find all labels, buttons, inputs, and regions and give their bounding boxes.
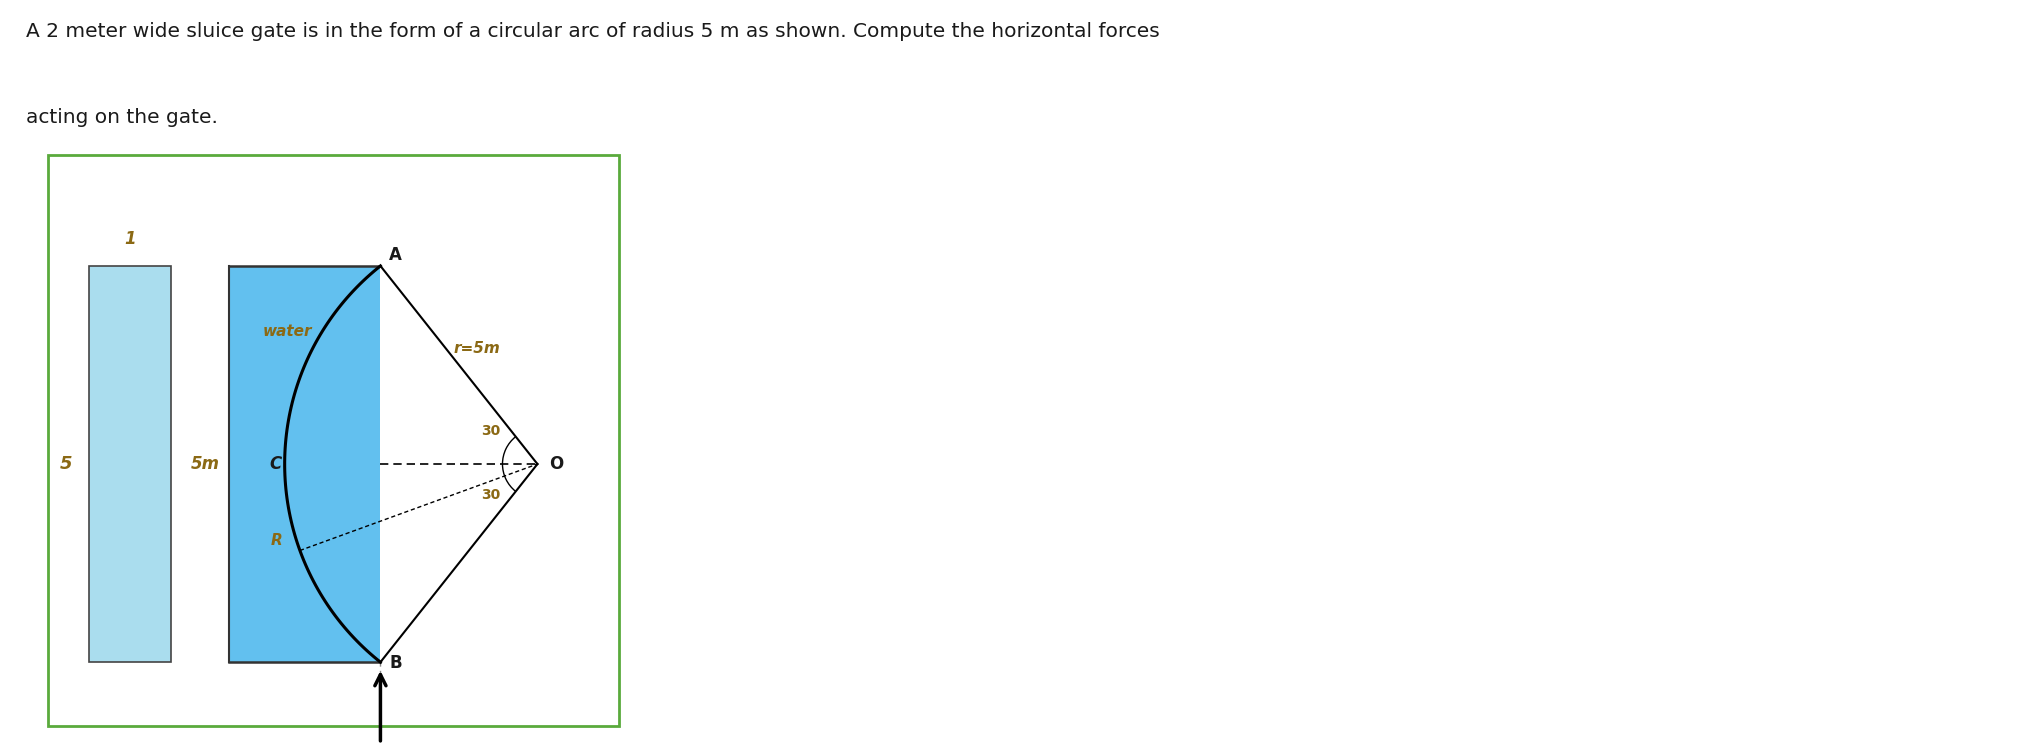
Text: A: A	[389, 246, 401, 264]
Text: B: B	[389, 654, 401, 672]
Text: r=5m: r=5m	[454, 341, 500, 356]
Text: 30: 30	[482, 488, 500, 502]
Text: R: R	[270, 533, 282, 548]
Text: 1: 1	[125, 231, 135, 249]
Text: O: O	[549, 455, 563, 473]
Bar	[230, 266, 381, 662]
Text: acting on the gate.: acting on the gate.	[26, 108, 218, 127]
Text: 5: 5	[61, 455, 73, 473]
Text: A 2 meter wide sluice gate is in the form of a circular arc of radius 5 m as sho: A 2 meter wide sluice gate is in the for…	[26, 22, 1160, 41]
Text: C: C	[270, 455, 282, 473]
Text: 5m: 5m	[192, 455, 220, 473]
Text: water: water	[262, 324, 313, 339]
Bar	[89, 266, 171, 662]
Text: 30: 30	[482, 424, 500, 438]
